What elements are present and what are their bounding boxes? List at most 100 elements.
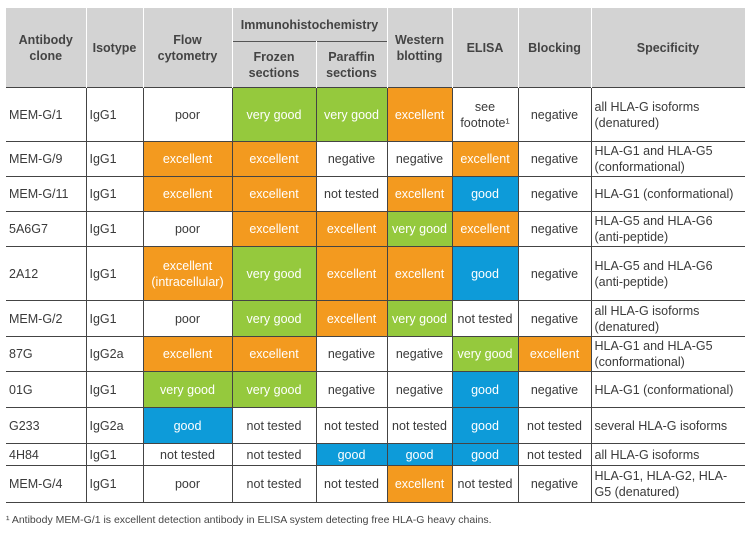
table-row: 87G IgG2a excellent excellent negative negati… — [6, 336, 745, 372]
cell-blocking: negative — [518, 211, 592, 247]
cell-western-blotting: not tested — [387, 407, 453, 444]
cell-flow-cytometry: poor — [143, 465, 233, 503]
cell-antibody-clone: MEM-G/2 — [6, 300, 87, 337]
cell-paraffin-sections: negative — [316, 336, 388, 372]
cell-specificity: HLA-G1, HLA-G2, HLA-G5 (denatured) — [591, 465, 745, 503]
cell-elisa: not tested — [452, 465, 519, 503]
cell-flow-cytometry: good — [143, 407, 233, 444]
cell-elisa: very good — [452, 336, 519, 372]
cell-western-blotting: negative — [387, 141, 453, 177]
cell-western-blotting: excellent — [387, 87, 453, 142]
table-row: MEM-G/9 IgG1 excellent excellent negative neg… — [6, 141, 745, 177]
cell-blocking: negative — [518, 465, 592, 503]
cell-western-blotting: excellent — [387, 176, 453, 212]
cell-frozen-sections: very good — [232, 371, 317, 408]
cell-paraffin-sections: excellent — [316, 211, 388, 247]
cell-elisa: excellent — [452, 141, 519, 177]
cell-specificity: HLA-G1 (conformational) — [591, 371, 745, 408]
cell-frozen-sections: excellent — [232, 141, 317, 177]
cell-western-blotting: excellent — [387, 246, 453, 301]
cell-elisa: good — [452, 443, 519, 466]
cell-isotype: IgG1 — [86, 176, 144, 212]
cell-isotype: IgG1 — [86, 371, 144, 408]
cell-blocking: excellent — [518, 336, 592, 372]
cell-elisa: good — [452, 407, 519, 444]
header-isotype: Isotype — [86, 8, 144, 88]
cell-isotype: IgG1 — [86, 87, 144, 142]
cell-flow-cytometry: excellent — [143, 336, 233, 372]
cell-isotype: IgG2a — [86, 336, 144, 372]
cell-flow-cytometry: excellent (intracellular) — [143, 246, 233, 301]
cell-isotype: IgG2a — [86, 407, 144, 444]
cell-isotype: IgG1 — [86, 443, 144, 466]
cell-elisa: see footnote¹ — [452, 87, 519, 142]
cell-frozen-sections: not tested — [232, 443, 317, 466]
cell-blocking: not tested — [518, 443, 592, 466]
table-row: 2A12 IgG1 excellent (intracellular) very go… — [6, 246, 745, 301]
cell-blocking: negative — [518, 176, 592, 212]
cell-blocking: negative — [518, 371, 592, 408]
header-flow-cytometry: Flow cytometry — [143, 8, 233, 88]
table-row: 4H84 IgG1 not tested not tested good good good… — [6, 443, 745, 466]
table-row: 5A6G7 IgG1 poor excellent excellent very good… — [6, 211, 745, 247]
cell-elisa: good — [452, 176, 519, 212]
antibody-comparison-table: Antibody clone Isotype Flow cytometry Im… — [6, 8, 746, 503]
table-row: MEM-G/11 IgG1 excellent excellent not tested… — [6, 176, 745, 212]
cell-specificity: HLA-G5 and HLA-G6 (anti-peptide) — [591, 211, 745, 247]
header-frozen-sections: Frozen sections — [232, 41, 317, 88]
cell-blocking: negative — [518, 300, 592, 337]
cell-specificity: HLA-G5 and HLA-G6 (anti-peptide) — [591, 246, 745, 301]
cell-antibody-clone: MEM-G/1 — [6, 87, 87, 142]
table-row: 01G IgG1 very good very good negative negativ… — [6, 371, 745, 408]
cell-paraffin-sections: not tested — [316, 465, 388, 503]
cell-paraffin-sections: not tested — [316, 407, 388, 444]
cell-frozen-sections: not tested — [232, 407, 317, 444]
cell-antibody-clone: MEM-G/11 — [6, 176, 87, 212]
cell-antibody-clone: 2A12 — [6, 246, 87, 301]
header-antibody-clone: Antibody clone — [6, 8, 87, 88]
table-row: MEM-G/1 IgG1 poor very good very good excelle… — [6, 87, 745, 142]
header-western-blotting: Western blotting — [387, 8, 453, 88]
cell-elisa: excellent — [452, 211, 519, 247]
table-header: Antibody clone Isotype Flow cytometry Im… — [6, 8, 746, 88]
cell-isotype: IgG1 — [86, 246, 144, 301]
cell-antibody-clone: 5A6G7 — [6, 211, 87, 247]
table-row: MEM-G/4 IgG1 poor not tested not tested excel… — [6, 465, 745, 503]
cell-western-blotting: good — [387, 443, 453, 466]
cell-antibody-clone: MEM-G/9 — [6, 141, 87, 177]
cell-specificity: all HLA-G isoforms (denatured) — [591, 87, 745, 142]
cell-western-blotting: very good — [387, 300, 453, 337]
cell-western-blotting: excellent — [387, 465, 453, 503]
cell-specificity: several HLA-G isoforms — [591, 407, 745, 444]
cell-flow-cytometry: not tested — [143, 443, 233, 466]
cell-paraffin-sections: negative — [316, 141, 388, 177]
cell-western-blotting: very good — [387, 211, 453, 247]
cell-antibody-clone: MEM-G/4 — [6, 465, 87, 503]
cell-blocking: negative — [518, 87, 592, 142]
cell-blocking: not tested — [518, 407, 592, 444]
cell-frozen-sections: excellent — [232, 211, 317, 247]
cell-flow-cytometry: very good — [143, 371, 233, 408]
cell-elisa: not tested — [452, 300, 519, 337]
cell-isotype: IgG1 — [86, 300, 144, 337]
cell-antibody-clone: G233 — [6, 407, 87, 444]
cell-flow-cytometry: poor — [143, 211, 233, 247]
header-blocking: Blocking — [518, 8, 592, 88]
cell-frozen-sections: very good — [232, 87, 317, 142]
footnote: ¹ Antibody MEM-G/1 is excellent detectio… — [6, 514, 492, 526]
cell-elisa: good — [452, 246, 519, 301]
header-elisa: ELISA — [452, 8, 519, 88]
cell-paraffin-sections: negative — [316, 371, 388, 408]
cell-antibody-clone: 87G — [6, 336, 87, 372]
cell-antibody-clone: 4H84 — [6, 443, 87, 466]
cell-elisa: good — [452, 371, 519, 408]
cell-specificity: all HLA-G isoforms (denatured) — [591, 300, 745, 337]
table-body: MEM-G/1 IgG1 poor very good very good excelle… — [6, 87, 745, 503]
cell-specificity: all HLA-G isoforms — [591, 443, 745, 466]
table-row: G233 IgG2a good not tested not tested not tes… — [6, 407, 745, 444]
cell-frozen-sections: excellent — [232, 336, 317, 372]
cell-frozen-sections: not tested — [232, 465, 317, 503]
cell-paraffin-sections: good — [316, 443, 388, 466]
cell-frozen-sections: excellent — [232, 176, 317, 212]
cell-paraffin-sections: very good — [316, 87, 388, 142]
